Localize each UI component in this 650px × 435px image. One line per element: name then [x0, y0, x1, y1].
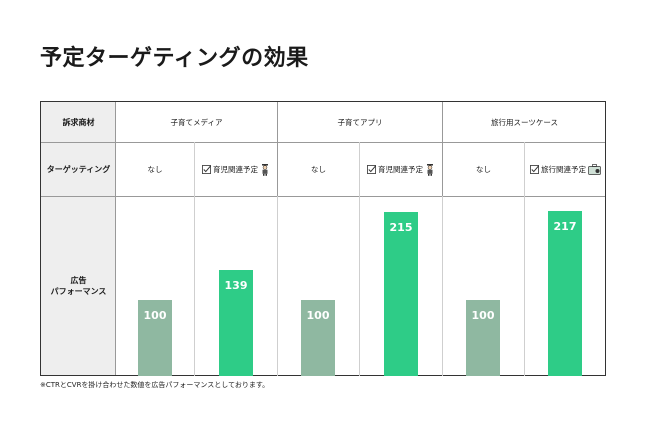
row-header-targeting: ターゲッティング — [46, 164, 111, 174]
row-header-column: 訴求商材 ターゲッティング 広告 パフォーマンス — [41, 102, 116, 375]
chart-bar — [384, 212, 418, 376]
targeting-cell-scheduled: 旅行関連予定 — [525, 143, 606, 196]
parent-person-icon — [262, 163, 268, 176]
targeting-label: なし — [476, 165, 491, 174]
row-divider — [41, 196, 605, 197]
row-divider — [41, 142, 605, 143]
product-label: 子育てメディア — [170, 117, 223, 127]
bar-value-label: 215 — [389, 221, 413, 234]
targeting-label: 育児関連予定 — [378, 165, 423, 174]
product-label: 旅行用スーツケース — [491, 117, 558, 127]
checkbox-checked-icon — [202, 165, 211, 174]
parent-person-icon — [427, 163, 433, 176]
bar-value-label: 217 — [553, 220, 577, 233]
row-header-product: 訴求商材 — [62, 117, 95, 127]
chart-bar — [548, 211, 582, 376]
column-divider — [442, 196, 443, 376]
targeting-label: 育児関連予定 — [213, 165, 258, 174]
group-divider — [277, 102, 278, 196]
checkbox-checked-icon — [530, 165, 539, 174]
targeting-cell-none: なし — [443, 143, 524, 196]
group-divider — [442, 102, 443, 196]
page-title: 予定ターゲティングの効果 — [40, 46, 309, 71]
bar-value-label: 100 — [471, 309, 495, 322]
targeting-cell-none: なし — [278, 143, 359, 196]
row-header-performance: 広告 パフォーマンス — [50, 276, 107, 296]
targeting-cell-none: なし — [116, 143, 194, 196]
column-divider — [524, 142, 525, 376]
suitcase-icon — [588, 164, 601, 175]
column-divider — [359, 142, 360, 376]
chart-bar — [219, 270, 253, 376]
chart-bar — [466, 300, 500, 376]
targeting-cell-scheduled: 育児関連予定 — [195, 143, 277, 196]
targeting-cell-scheduled: 育児関連予定 — [360, 143, 442, 196]
targeting-label: なし — [147, 165, 163, 174]
chart-bar — [138, 300, 172, 376]
bar-value-label: 139 — [224, 279, 248, 292]
targeting-label: 旅行関連予定 — [541, 165, 586, 174]
bar-value-label: 100 — [306, 309, 330, 322]
comparison-table: 訴求商材 ターゲッティング 広告 パフォーマンス 子育てメディア 子育てアプリ … — [40, 101, 606, 376]
targeting-label: なし — [311, 165, 326, 174]
product-label: 子育てアプリ — [337, 117, 383, 127]
column-divider — [194, 142, 195, 376]
footnote: ※CTRとCVRを掛け合わせた数値を広告パフォーマンスとしております。 — [40, 381, 270, 389]
bar-value-label: 100 — [143, 309, 167, 322]
column-divider — [277, 196, 278, 376]
chart-bar — [301, 300, 335, 376]
checkbox-checked-icon — [367, 165, 376, 174]
